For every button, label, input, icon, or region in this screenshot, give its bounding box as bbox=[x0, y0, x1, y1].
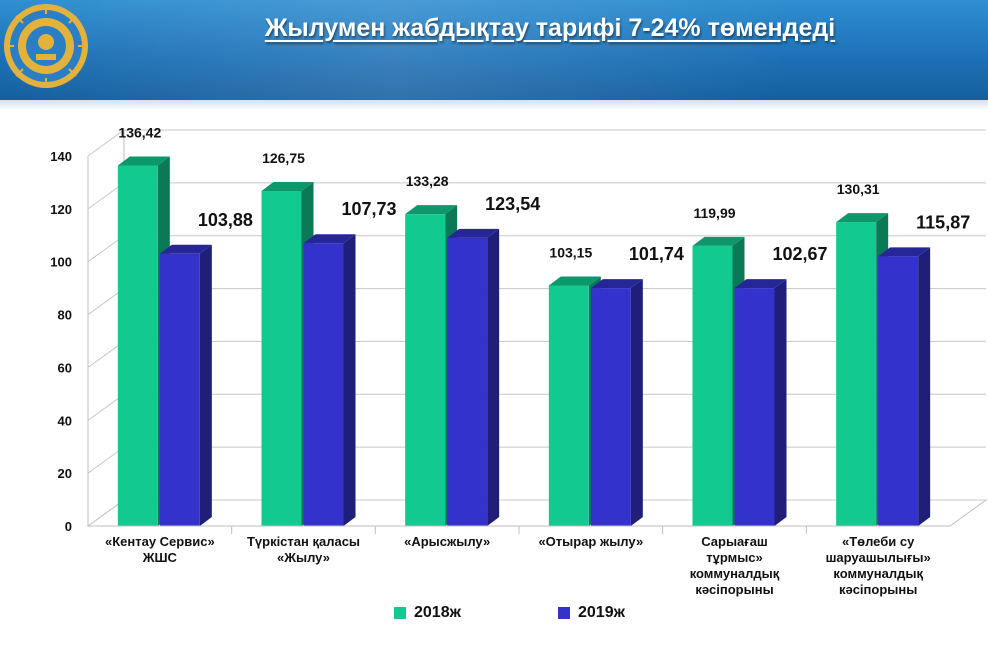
bar-2018 bbox=[692, 245, 733, 526]
bar-top-1 bbox=[878, 247, 931, 257]
data-label: 130,31 bbox=[837, 181, 880, 197]
bar-top-1 bbox=[303, 234, 356, 244]
data-label: 119,99 bbox=[693, 205, 735, 221]
bar-top-1 bbox=[734, 279, 787, 289]
bar-top-1 bbox=[159, 244, 212, 254]
bar-2018 bbox=[548, 285, 589, 526]
x-tick-label: кәсіпорыны bbox=[839, 582, 917, 597]
bar-top-1 bbox=[447, 228, 500, 238]
x-tick-label: «Арысжылу» bbox=[404, 534, 490, 549]
x-tick-label: «Отырар жылу» bbox=[538, 534, 643, 549]
bar-top-0 bbox=[692, 236, 745, 246]
bar-2019 bbox=[159, 253, 200, 527]
y-tick-label: 60 bbox=[58, 360, 72, 375]
bar-top-0 bbox=[117, 156, 170, 166]
chart-legend: 2018ж 2019ж bbox=[380, 604, 680, 628]
header-banner: Жылумен жабдықтау тарифі 7-24% төмендеді bbox=[0, 0, 988, 100]
x-tick-label: «Төлеби су bbox=[842, 534, 915, 549]
bar-2018 bbox=[261, 191, 302, 526]
header-divider bbox=[0, 100, 988, 110]
bar-top-1 bbox=[590, 279, 643, 289]
y-tick-label: 0 bbox=[65, 519, 72, 534]
x-tick-label: «Кентау Сервис» bbox=[105, 534, 215, 549]
bar-top-0 bbox=[261, 182, 314, 192]
bar-2019 bbox=[303, 243, 344, 526]
x-tick-label: Түркістан қаласы bbox=[247, 534, 360, 549]
data-label: 101,74 bbox=[629, 244, 684, 264]
header-shine bbox=[0, 0, 988, 100]
legend-label-2018: 2018ж bbox=[414, 604, 461, 621]
bar-side-1 bbox=[487, 228, 500, 526]
x-tick-label: кәсіпорыны bbox=[695, 582, 773, 597]
legend-item-2018: 2018ж bbox=[394, 604, 461, 622]
data-label: 107,73 bbox=[342, 199, 397, 219]
bar-top-0 bbox=[836, 213, 889, 223]
y-tick-label: 80 bbox=[58, 308, 72, 323]
x-tick-label: шаруашылығы» bbox=[826, 550, 931, 565]
data-label: 115,87 bbox=[916, 212, 970, 232]
x-tick-label: тұрмыс» bbox=[706, 550, 763, 565]
bar-2019 bbox=[447, 237, 488, 526]
kazakhstan-state-emblem-icon bbox=[4, 4, 88, 88]
data-label: 126,75 bbox=[262, 150, 305, 166]
bar-side-1 bbox=[774, 279, 787, 526]
bar-2019 bbox=[734, 288, 775, 526]
x-tick-label: коммуналдық bbox=[690, 566, 780, 581]
tariff-bar-chart: 0 20 40 60 80 100 120 140 136,42 103,88 «Кентау Се… bbox=[50, 124, 988, 597]
bar-2019 bbox=[878, 256, 919, 526]
y-tick-label: 140 bbox=[50, 149, 72, 164]
y-tick-label: 120 bbox=[50, 202, 72, 217]
legend-item-2019: 2019ж bbox=[558, 604, 625, 622]
page-title: Жылумен жабдықтау тарифі 7-24% төмендеді bbox=[264, 14, 836, 42]
gridline bbox=[87, 129, 986, 157]
data-label: 133,28 bbox=[406, 173, 449, 189]
data-label: 123,54 bbox=[485, 194, 540, 214]
x-tick-label: Сарыағаш bbox=[701, 534, 768, 549]
bar-side-1 bbox=[199, 244, 212, 527]
data-label: 136,42 bbox=[118, 124, 161, 140]
y-tick-label: 40 bbox=[58, 413, 72, 428]
legend-swatch-2018 bbox=[394, 607, 406, 619]
bar-side-1 bbox=[630, 279, 643, 526]
bar-side-1 bbox=[343, 234, 356, 526]
x-tick-label: коммуналдық bbox=[833, 566, 923, 581]
y-tick-label: 100 bbox=[50, 255, 72, 270]
legend-swatch-2019 bbox=[558, 607, 570, 619]
x-tick-label: ЖШС bbox=[142, 550, 178, 565]
data-label: 103,15 bbox=[549, 245, 592, 261]
bar-top-0 bbox=[548, 276, 601, 286]
bar-2018 bbox=[405, 214, 446, 526]
bar-2018 bbox=[836, 222, 877, 527]
data-label: 103,88 bbox=[198, 210, 253, 230]
bar-2019 bbox=[590, 288, 631, 526]
bar-top-0 bbox=[405, 205, 458, 215]
y-tick-label: 20 bbox=[58, 466, 72, 481]
bar-2018 bbox=[117, 165, 158, 526]
data-label: 102,67 bbox=[773, 244, 828, 264]
x-tick-label: «Жылу» bbox=[277, 550, 330, 565]
legend-label-2019: 2019ж bbox=[578, 604, 625, 621]
bar-side-1 bbox=[918, 247, 931, 526]
